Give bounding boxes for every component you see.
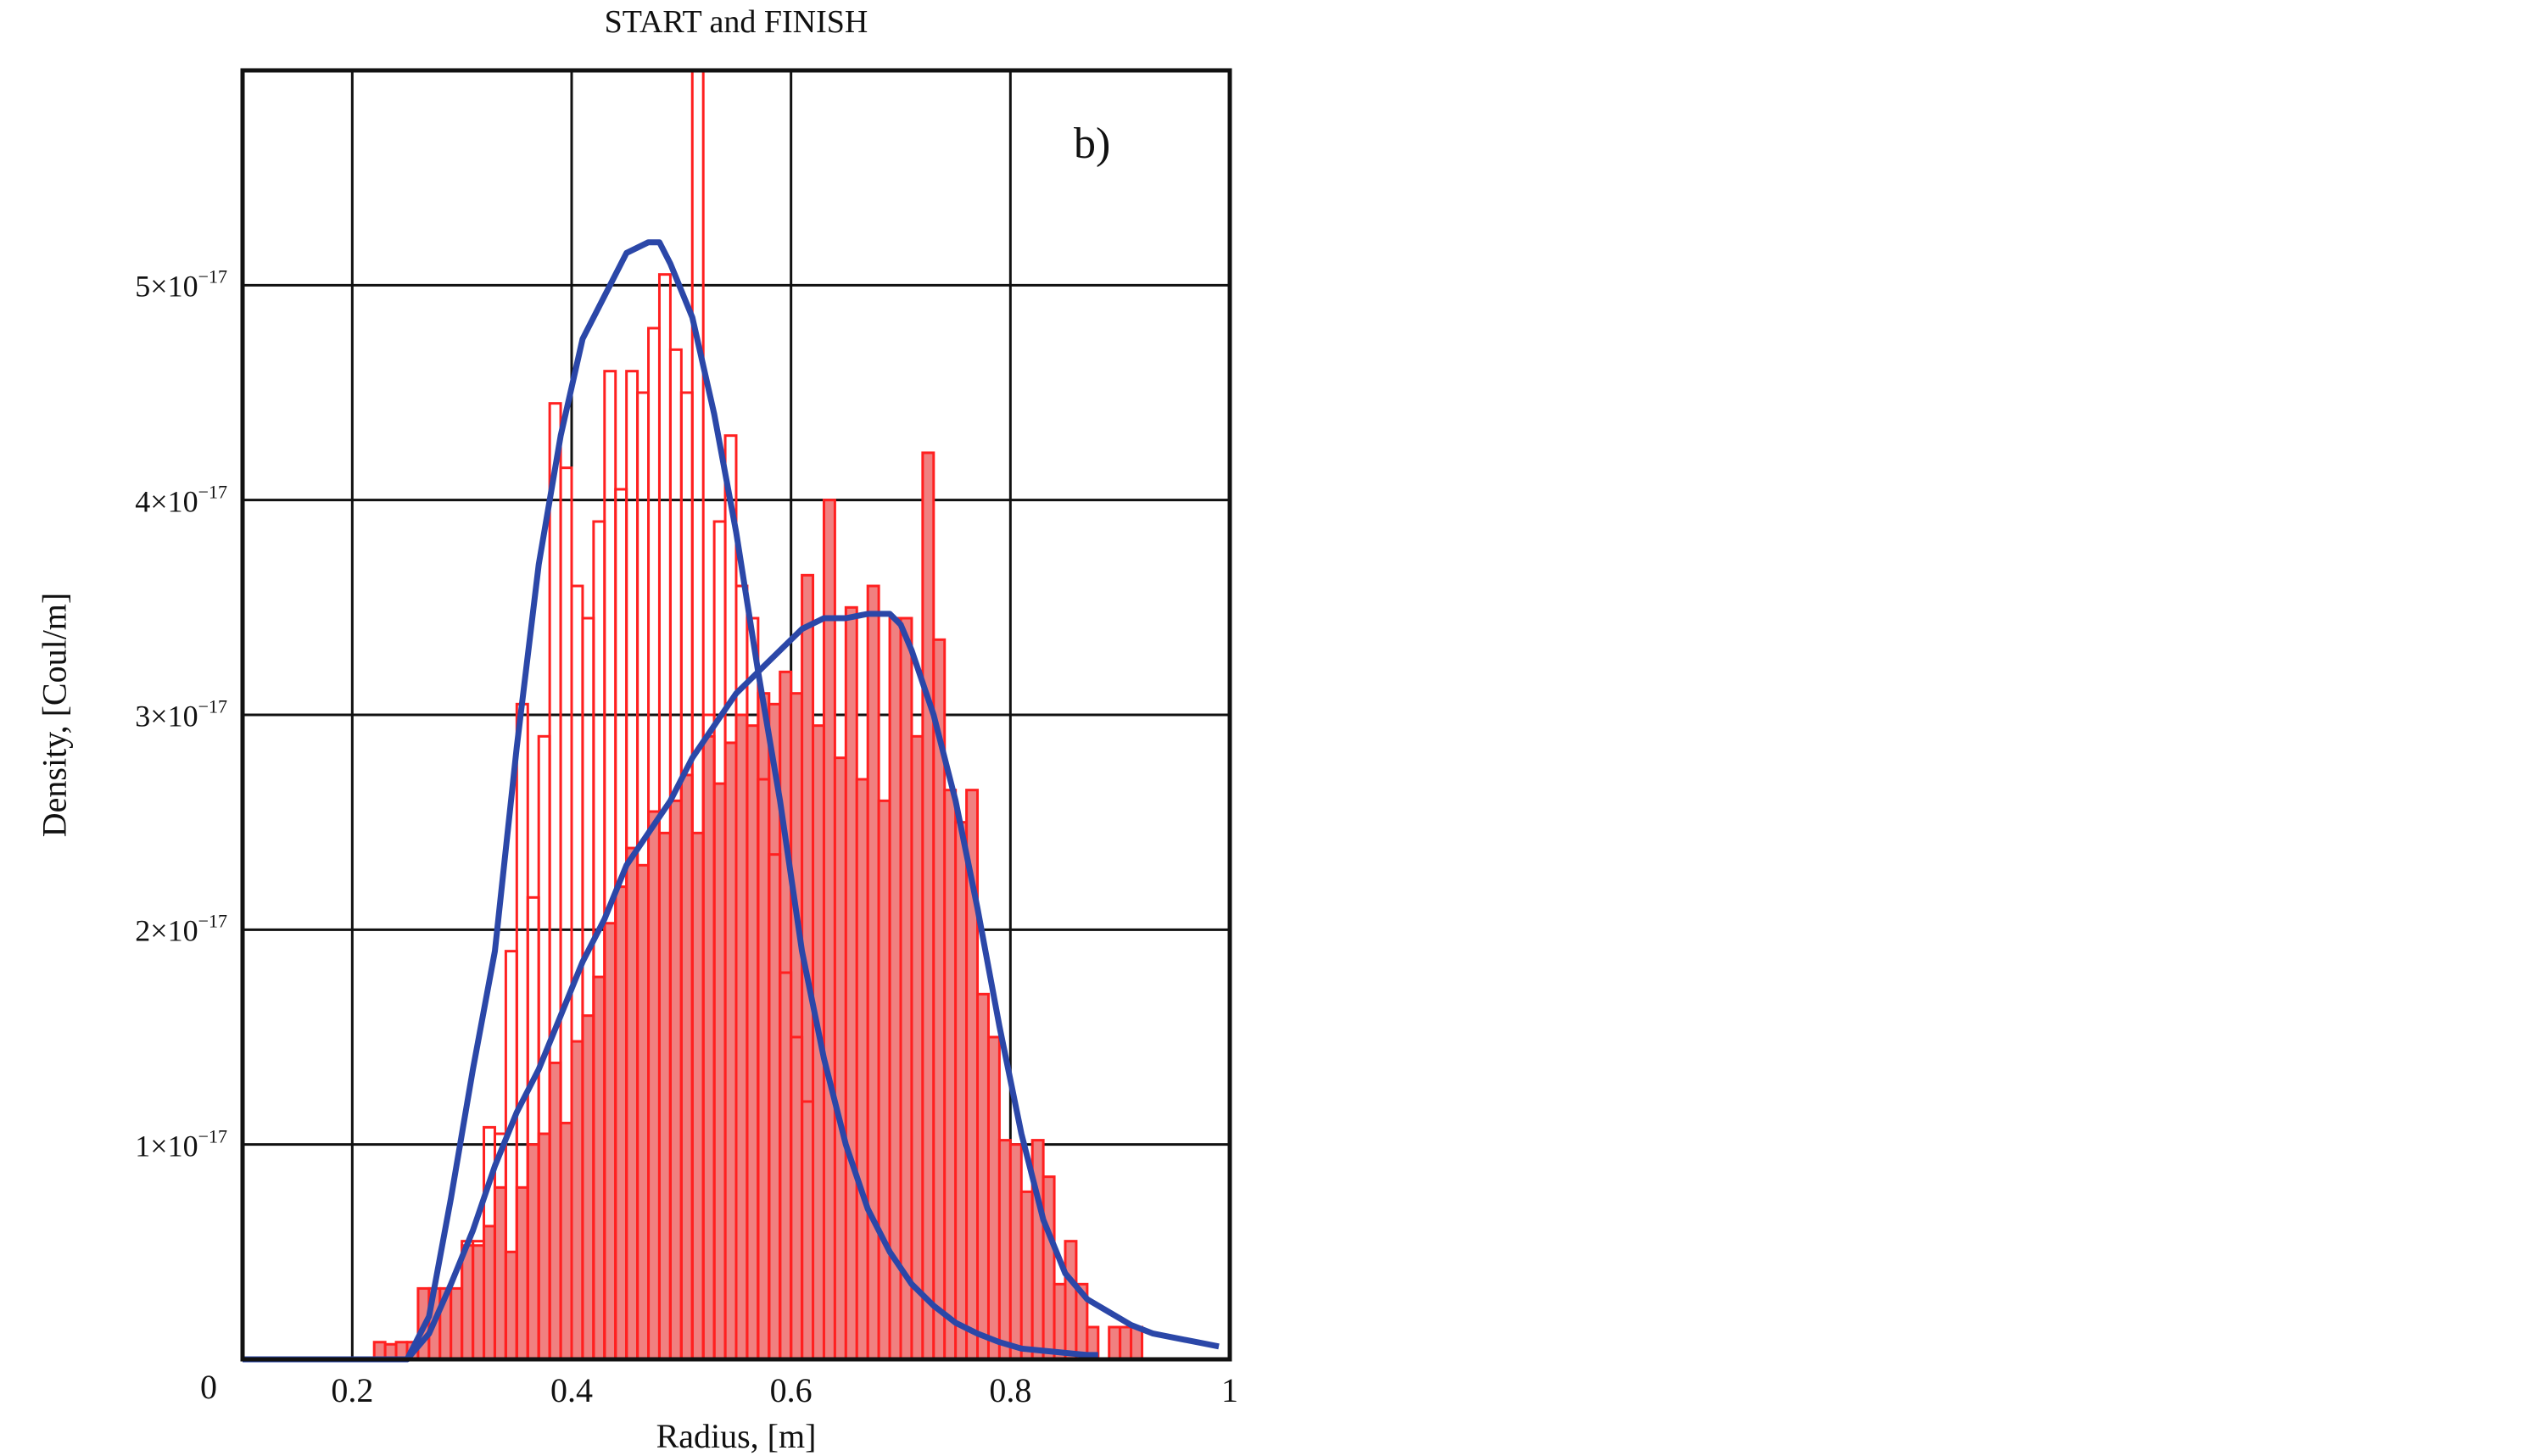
finish-bar [723,741,738,1361]
finish-bar [614,885,628,1361]
finish-bar [570,1040,584,1361]
finish-bar [581,1014,595,1361]
finish-bar [921,451,935,1361]
finish-bar [472,1244,486,1361]
finish-bar [559,1121,573,1361]
finish-bar [1042,1175,1056,1361]
finish-bar [734,713,749,1361]
x-tick-label: 1 [1221,1371,1238,1409]
finish-bar [1119,1325,1133,1361]
finish-bar [1008,1143,1023,1361]
finish-bar [877,799,891,1361]
finish-bar [668,799,683,1361]
finish-fit-curve [243,611,1220,1363]
finish-bar [657,831,672,1361]
finish-bar [1053,1282,1067,1361]
finish-bar [779,670,793,1361]
finish-bar [679,773,694,1361]
finish-bar [1064,1240,1078,1361]
finish-bar [603,922,617,1361]
finish-bar [504,1250,518,1361]
fit-curves [243,239,1220,1363]
y-tick-label: 4×10−17 [135,481,227,519]
finish-bar [1108,1325,1122,1361]
y-tick-label: 5×10−17 [135,265,227,304]
finish-bar [712,782,727,1361]
finish-bar [548,1061,562,1361]
finish-bar [790,692,804,1361]
finish-bar [461,1244,475,1361]
x-tick-label: 0.8 [989,1371,1032,1409]
finish-bar [647,810,661,1361]
finish-bar [757,692,771,1361]
finish-bar [910,734,924,1361]
y-tick-label: 2×10−17 [135,910,227,948]
finish-bar [954,821,969,1361]
start-fit-curve [243,239,1098,1363]
finish-bar [537,1132,551,1361]
finish-bar [450,1286,464,1361]
finish-bar [526,1143,540,1361]
x-tick-label: 0.6 [769,1371,813,1409]
finish-bar [701,734,716,1361]
finish-bar [899,616,913,1361]
finish-bar [1019,1190,1034,1361]
finish-bar [1130,1325,1144,1361]
finish-bar [515,1185,529,1361]
y-axis-title: Density, [Coul/m] [35,592,74,838]
panel-label: b) [1074,120,1111,168]
x-tick-label: 0.4 [550,1371,593,1409]
y-tick-label: 3×10−17 [135,695,227,734]
finish-bar [844,605,858,1361]
origin-label: 0 [200,1368,217,1406]
finish-bar [625,846,639,1361]
finish-bar [822,499,836,1361]
finish-bar [997,1139,1012,1361]
plot-frame [240,68,1232,1362]
finish-bar [833,756,847,1361]
finish-bar [943,789,958,1361]
y-tick-label: 1×10−17 [135,1125,227,1163]
finish-bar [592,975,606,1361]
x-tick-label: 0.2 [331,1371,374,1409]
chart-title: START and FINISH [604,4,868,40]
finish-bar [855,778,869,1361]
finish-bar [483,1224,496,1361]
finish-bar [866,584,880,1361]
finish-bar [976,992,990,1361]
finish-bar [690,831,705,1361]
finish-bar [746,724,760,1361]
finish-bar [986,1035,1001,1361]
finish-bar [493,1185,507,1361]
finish-bar [636,863,651,1361]
finish-bar [888,616,902,1361]
x-axis-title: Radius, [m] [656,1417,817,1455]
